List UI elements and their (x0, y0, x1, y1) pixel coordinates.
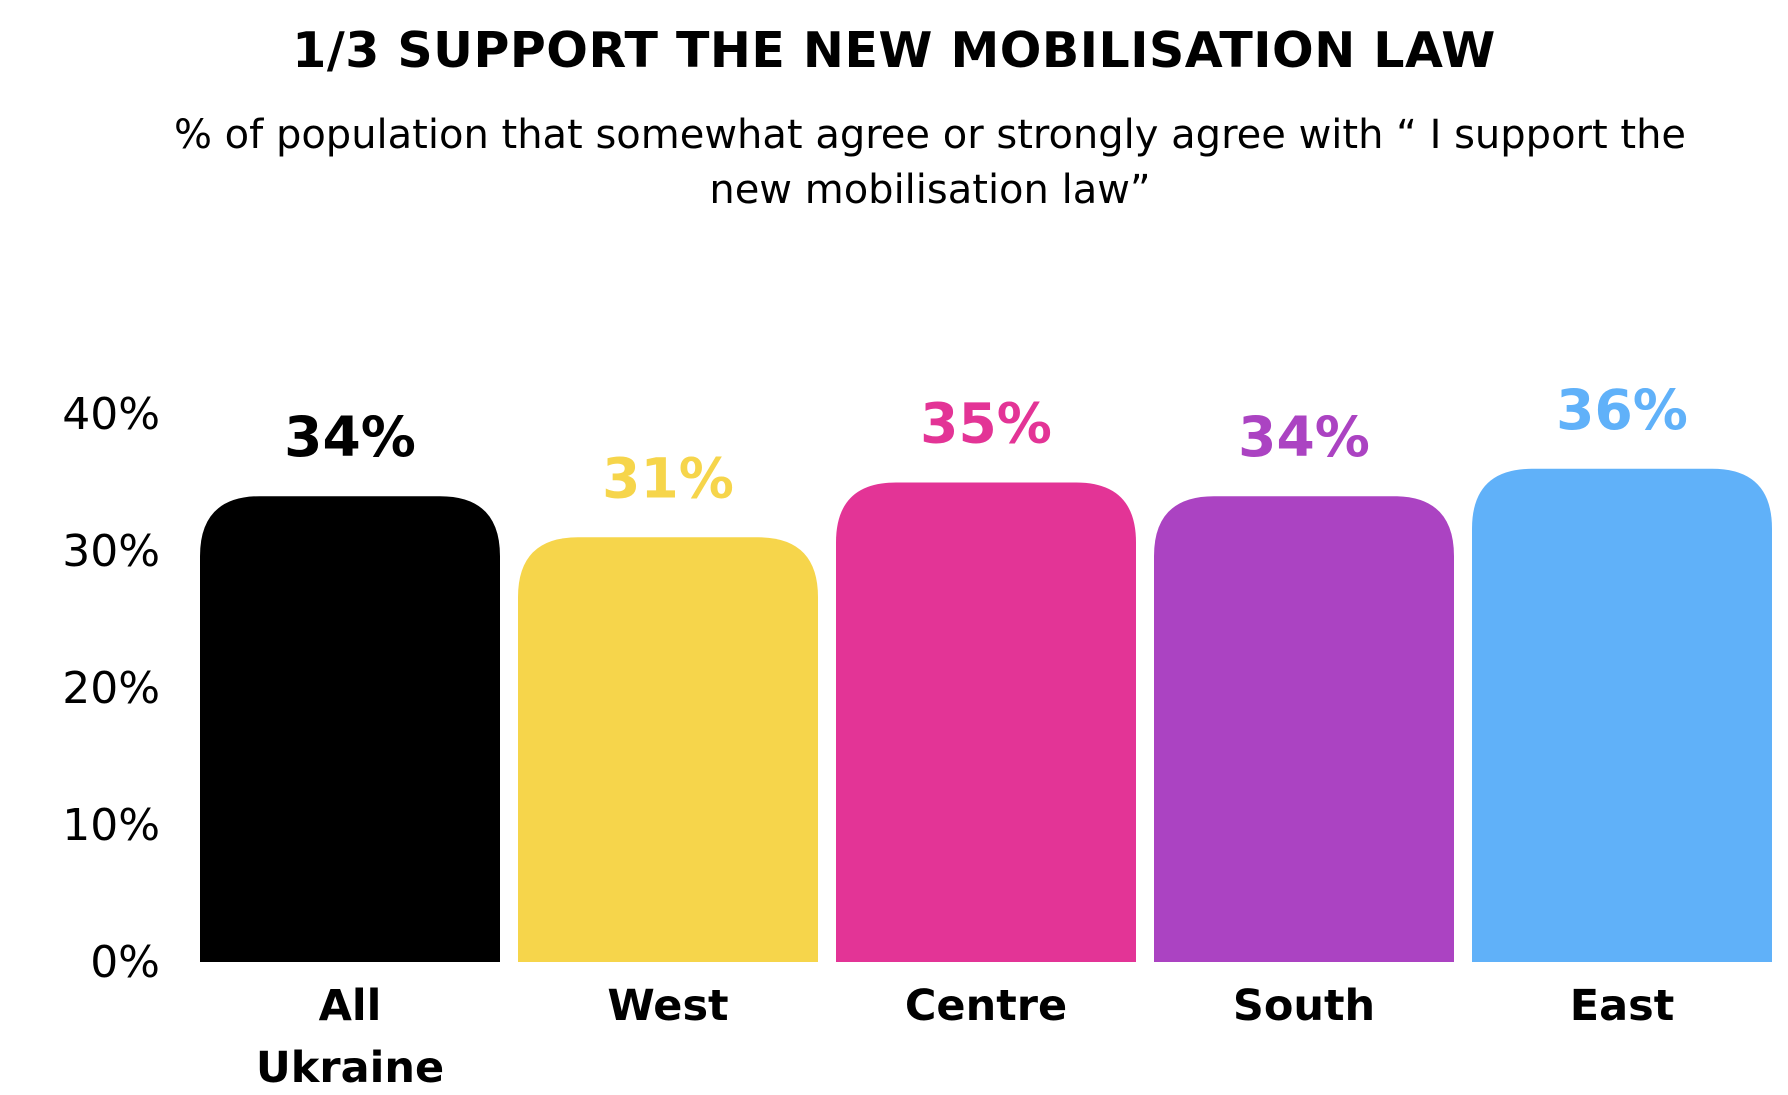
bar-value-label: 35% (920, 392, 1052, 456)
bar (518, 537, 818, 962)
bar (1154, 496, 1454, 962)
x-category-label: Centre (905, 981, 1067, 1031)
chart-title: 1/3 SUPPORT THE NEW MOBILISATION LAW (292, 22, 1496, 79)
chart-subtitle: % of population that somewhat agree or s… (173, 112, 1687, 213)
x-category-label: All (319, 981, 382, 1031)
bar-value-label: 36% (1556, 378, 1688, 442)
bar-value-label: 34% (284, 405, 416, 469)
x-category-label: East (1570, 981, 1675, 1031)
bar-value-label: 34% (1238, 405, 1370, 469)
x-category-label: Ukraine (256, 1043, 444, 1093)
bar (200, 496, 500, 962)
bar (836, 482, 1136, 962)
y-tick-label: 30% (62, 526, 160, 577)
y-tick-label: 0% (90, 937, 160, 988)
bar-value-label: 31% (602, 446, 734, 510)
y-tick-label: 40% (62, 389, 160, 440)
x-category-label: West (607, 981, 728, 1031)
bar (1472, 468, 1772, 962)
y-tick-label: 10% (62, 800, 160, 851)
x-category-label: South (1233, 981, 1375, 1031)
y-tick-label: 20% (62, 663, 160, 714)
